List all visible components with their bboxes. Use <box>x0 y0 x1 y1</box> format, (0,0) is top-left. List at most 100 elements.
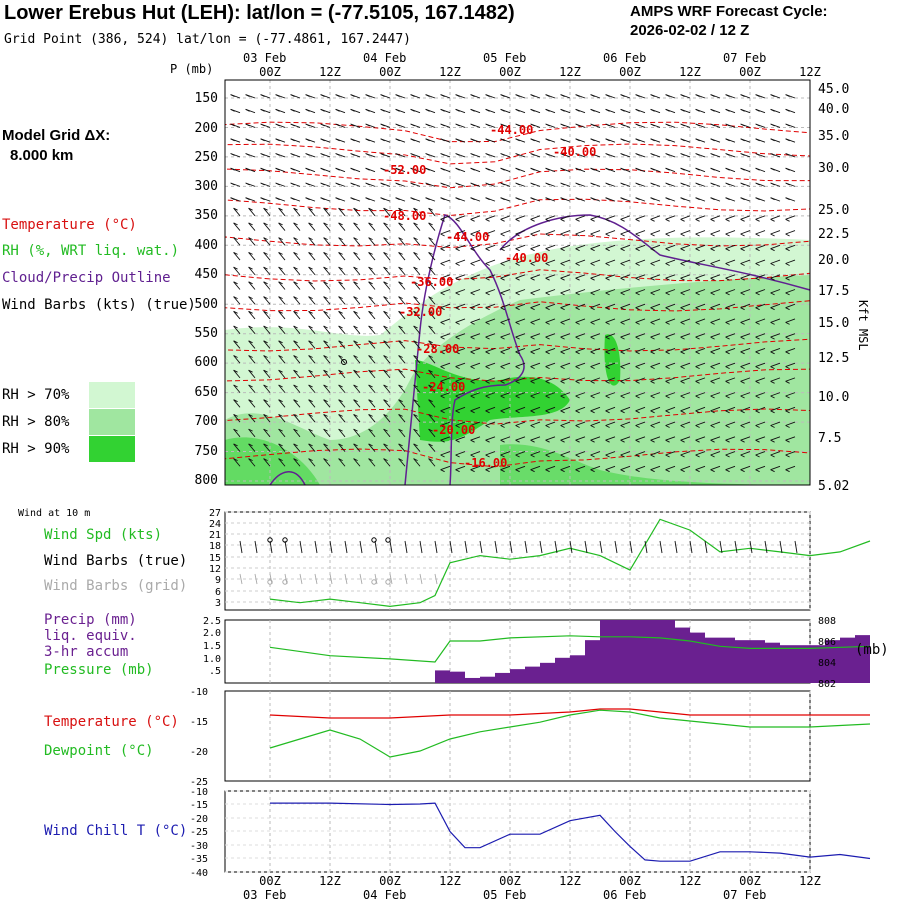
wind-barb-feather <box>353 266 358 270</box>
wind-barb <box>680 392 691 397</box>
wind-barb <box>428 369 436 379</box>
precip-bar <box>450 671 465 683</box>
wind-barb-feather <box>515 395 520 399</box>
wind-barb-feather <box>515 138 520 142</box>
wind-barb <box>278 443 286 452</box>
wind-barb-feather <box>230 182 235 186</box>
wind-barb <box>605 347 616 353</box>
wind-barb <box>485 347 496 353</box>
wind-barb-feather <box>368 458 373 462</box>
wind-barb-feather <box>380 182 385 186</box>
wind-barb <box>740 406 751 412</box>
wind-barb <box>248 428 256 438</box>
wind-barb-feather <box>485 197 490 201</box>
wind-barb-feather <box>470 167 475 171</box>
wind-barb-feather <box>413 281 418 285</box>
wind-barb <box>545 215 556 220</box>
wind-barb-feather <box>440 425 445 428</box>
wind-barb <box>338 384 346 393</box>
wind-barb-feather <box>470 351 475 355</box>
wind-barb <box>398 311 406 320</box>
wind-barb <box>500 303 511 309</box>
wind-barb-feather <box>248 458 253 462</box>
wind-barb <box>590 465 601 471</box>
wind-barb-feather <box>680 108 685 112</box>
wind-barb-feather <box>395 108 400 112</box>
wind-barb <box>530 215 541 220</box>
wind-barb-feather <box>338 266 343 270</box>
pressure-tick-label: 806 <box>818 637 836 648</box>
wind-barb <box>263 428 271 438</box>
wind-barb-feather <box>263 222 268 226</box>
wind-barb-feather <box>680 138 685 142</box>
wind-barb-feather <box>590 218 595 222</box>
wind-barb-feather <box>278 413 283 417</box>
wind-barb <box>233 325 241 334</box>
true-wind-barb <box>509 540 513 554</box>
wind-barb-feather <box>530 108 535 112</box>
wind-barb-feather <box>230 94 235 98</box>
wind-barb-feather <box>248 310 253 314</box>
wind-barb-feather <box>293 222 298 226</box>
wind-barb-feather <box>665 292 670 296</box>
temperature-contour-label: -40.00 <box>505 251 548 265</box>
wind-barb-feather <box>740 454 745 458</box>
wind-barb-feather <box>500 336 505 340</box>
wind-barb-feather <box>605 366 610 370</box>
wind-barb-feather <box>230 108 235 112</box>
wind-barb <box>560 347 571 353</box>
wind-barb <box>248 399 256 408</box>
wind-barb-feather <box>770 321 775 325</box>
wind-barb <box>308 222 316 231</box>
wind-barb <box>590 362 601 368</box>
wind-barb-feather <box>635 123 640 127</box>
wind-barb-feather <box>470 94 475 98</box>
wind-barb-feather <box>368 237 373 241</box>
wind-barb-feather <box>785 108 790 112</box>
wind-barb-feather <box>740 123 745 127</box>
wind-barb-feather <box>695 410 700 414</box>
wind-barb <box>545 303 556 309</box>
temperature-contour-label: -48.00 <box>383 209 426 223</box>
wind-barb-feather <box>635 366 640 370</box>
wind-barb <box>695 230 706 235</box>
precip-tick-label: .5 <box>209 666 221 677</box>
wind-barb <box>323 325 331 334</box>
wind-barb-feather <box>455 454 460 458</box>
wind-barb <box>428 222 436 231</box>
wind-barb-feather <box>545 469 550 473</box>
wind-barb-feather <box>428 458 433 462</box>
wind-barb-feather <box>410 153 415 156</box>
wind-barb-feather <box>260 94 265 98</box>
wind-barb <box>725 244 736 250</box>
wind-barb-feather <box>785 307 790 311</box>
wind-barb <box>575 274 586 279</box>
wind-barb-feather <box>590 167 595 171</box>
wind-barb-feather <box>353 384 358 388</box>
wind-barb-feather <box>365 167 370 171</box>
wind-barb <box>635 392 646 397</box>
wind-barb <box>575 451 586 456</box>
true-wind-barb <box>674 540 678 554</box>
wind-barb-feather <box>233 222 238 226</box>
wind-barb <box>455 362 466 368</box>
wind-barb-feather <box>695 153 700 156</box>
wind-barb <box>455 303 466 309</box>
temperature-contour-label: -44.00 <box>446 230 489 244</box>
wind-barb <box>650 451 661 456</box>
wind-barb-feather <box>590 248 595 252</box>
wind-barb <box>545 274 556 279</box>
wind-barb-feather <box>230 123 235 127</box>
wind-barb-feather <box>353 369 358 373</box>
wind-barb-feather <box>413 310 418 314</box>
wind-barb <box>368 458 376 467</box>
wind-barb-feather <box>500 380 505 384</box>
wind-barb <box>785 318 796 323</box>
temperature-contour <box>224 143 811 165</box>
wind-barb-feather <box>680 182 685 186</box>
top-day-label: 03 Feb <box>243 51 286 65</box>
wind-barb <box>665 289 676 294</box>
wind-barb-feather <box>725 307 730 311</box>
wind-barb-feather <box>320 197 325 201</box>
wind-barb <box>785 421 796 426</box>
